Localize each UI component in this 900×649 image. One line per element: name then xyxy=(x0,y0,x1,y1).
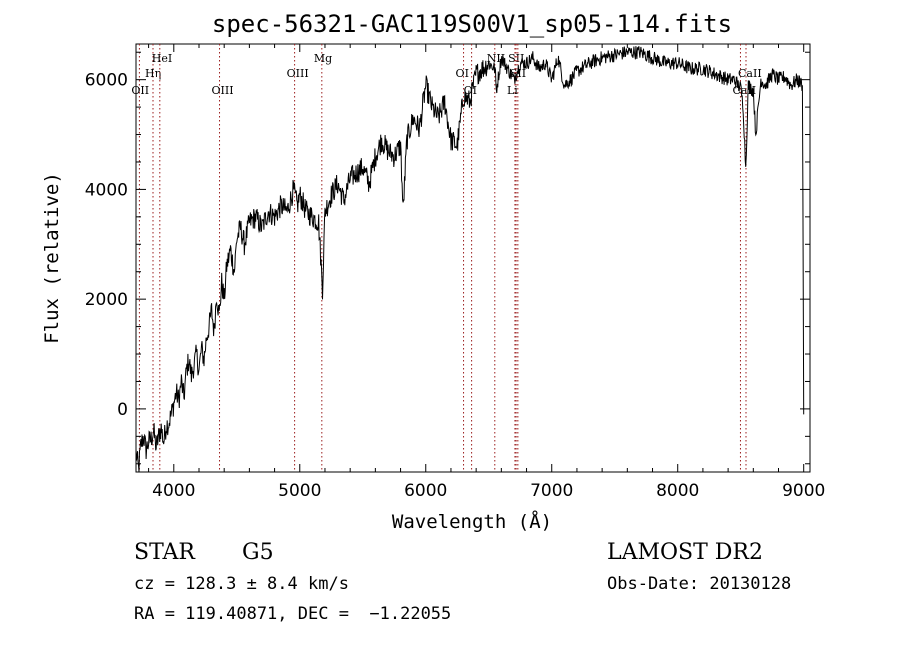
x-tick-label: 4000 xyxy=(152,481,195,501)
survey-name: LAMOST DR2 xyxy=(607,540,763,565)
spectral-line-label: Li xyxy=(507,84,518,97)
spectral-line-label: OI xyxy=(456,67,469,80)
x-tick-label: 5000 xyxy=(278,481,321,501)
x-tick-label: 8000 xyxy=(656,481,699,501)
object-class: STAR xyxy=(134,540,195,565)
spectral-line-label: Mg xyxy=(314,52,332,65)
ra-dec: RA = 119.40871, DEC = −1.22055 xyxy=(134,604,452,624)
spectral-line-label: OIII xyxy=(287,67,309,80)
axis-ticks: 4000 5000 6000 7000 8000 9000 0 2000 4000 6000 xyxy=(85,44,825,501)
x-tick-label: 6000 xyxy=(404,481,447,501)
y-tick-label: 0 xyxy=(117,400,128,420)
chart-title: spec-56321-GAC119S00V1_sp05-114.fits xyxy=(212,10,732,38)
redshift-cz: cz = 128.3 ± 8.4 km/s xyxy=(134,574,349,594)
x-tick-label: 9000 xyxy=(782,481,825,501)
spectrum-line xyxy=(135,46,805,472)
spectral-line-label: CaII xyxy=(738,67,762,80)
spectral-line-label: OII xyxy=(131,84,149,97)
y-tick-label: 2000 xyxy=(85,290,128,310)
object-subclass: G5 xyxy=(242,540,274,565)
spectral-line-label: SII xyxy=(508,52,524,65)
obs-date: Obs-Date: 20130128 xyxy=(607,574,792,594)
y-tick-label: 6000 xyxy=(85,71,128,91)
spectral-line-label: OIII xyxy=(212,84,234,97)
x-tick-label: 7000 xyxy=(530,481,573,501)
y-tick-label: 4000 xyxy=(85,180,128,200)
plot-frame xyxy=(135,43,811,473)
x-axis-label: Wavelength (Å) xyxy=(392,510,552,533)
spectral-line-label: HeI xyxy=(152,52,172,65)
y-axis-label: Flux (relative) xyxy=(41,172,63,344)
spectral-line-label: Hη xyxy=(145,67,161,80)
